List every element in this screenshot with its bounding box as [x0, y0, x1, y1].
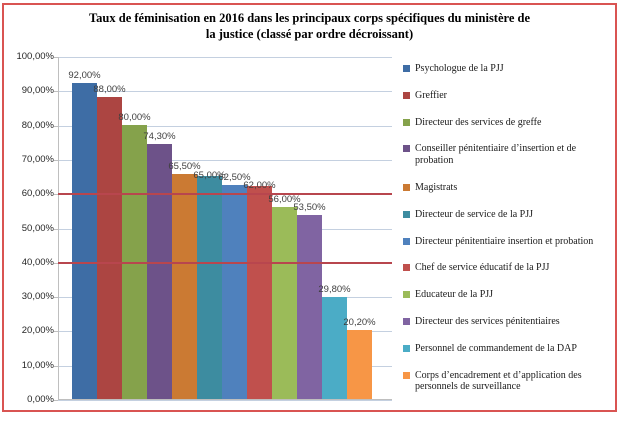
- bar-value-label: 20,20%: [343, 317, 376, 328]
- y-axis-tick-label: 70,00%: [21, 154, 54, 165]
- legend-swatch: [403, 91, 410, 99]
- reference-line: [58, 193, 392, 195]
- legend-item: Educateur de la PJJ: [403, 289, 614, 301]
- y-axis-tick-label: 40,00%: [21, 257, 54, 268]
- legend-item: Magistrats: [403, 182, 614, 194]
- y-axis-tick-mark: [54, 400, 58, 401]
- bar-value-label: 74,30%: [143, 131, 176, 142]
- legend-item: Directeur des services pénitentiaires: [403, 316, 614, 328]
- legend-swatch: [403, 210, 410, 218]
- legend-item-label: Psychologue de la PJJ: [415, 63, 504, 74]
- bar: [247, 186, 272, 399]
- bar: [222, 185, 247, 399]
- legend-item-label: Directeur de service de la PJJ: [415, 208, 534, 220]
- legend-item-label: Personnel de commandement de la DAP: [415, 342, 577, 354]
- y-axis-tick-label: 20,00%: [21, 325, 54, 336]
- y-axis-tick-label: 80,00%: [21, 120, 54, 131]
- y-axis-tick-label: 10,00%: [21, 360, 54, 371]
- legend-item: Chef de service éducatif de la PJJ: [403, 262, 614, 274]
- legend-item-label: Directeur des services de greffe: [415, 116, 542, 128]
- gridline: [58, 400, 392, 401]
- bar-value-label: 62,00%: [243, 180, 276, 191]
- legend-swatch: [403, 237, 410, 245]
- bar: [97, 97, 122, 399]
- bar: [297, 215, 322, 399]
- legend-swatch: [403, 317, 410, 325]
- legend-item: Conseiller pénitentiaire d’insertion et …: [403, 143, 614, 167]
- legend: Psychologue de la PJJ Greffier Directeur d…: [403, 63, 614, 393]
- y-axis-tick-mark: [54, 297, 58, 298]
- gridline: [58, 160, 392, 161]
- y-axis-tick-mark: [54, 229, 58, 230]
- bar: [322, 297, 347, 399]
- legend-item: Directeur de service de la PJJ: [403, 209, 614, 221]
- legend-item: Directeur pénitentiaire insertion et pro…: [403, 236, 614, 248]
- bar: [347, 330, 372, 399]
- legend-swatch: [403, 118, 410, 126]
- y-axis-tick-label: 0,00%: [27, 394, 54, 405]
- y-axis-tick-mark: [54, 126, 58, 127]
- legend-item-label: Corps d’encadrement et d’application des…: [415, 369, 582, 393]
- legend-item-label: Directeur pénitentiaire insertion et pro…: [415, 235, 594, 247]
- legend-item-label: Greffier: [415, 89, 448, 101]
- legend-swatch: [403, 371, 410, 379]
- legend-item-label: Conseiller pénitentiaire d’insertion et …: [415, 143, 577, 167]
- plot-area: 92,00% 88,00% 80,00% 74,30% 65,50% 65,00% 62,5…: [58, 57, 392, 401]
- chart-title-line1: Taux de féminisation en 2016 dans les pr…: [88, 11, 531, 25]
- y-axis-tick-mark: [54, 91, 58, 92]
- legend-swatch: [403, 145, 410, 153]
- reference-line: [58, 262, 392, 264]
- legend-swatch: [403, 344, 410, 352]
- y-axis-line: [58, 57, 59, 400]
- legend-swatch: [403, 183, 410, 191]
- legend-item: Psychologue de la PJJ: [403, 63, 614, 75]
- bar-value-label: 65,50%: [168, 161, 201, 172]
- bar: [172, 174, 197, 399]
- y-axis-tick-mark: [54, 263, 58, 264]
- y-axis-tick-label: 50,00%: [21, 223, 54, 234]
- legend-item: Personnel de commandement de la DAP: [403, 343, 614, 355]
- bar: [272, 207, 297, 399]
- bar-value-label: 65,00%: [193, 170, 226, 181]
- bar-value-label: 29,80%: [318, 284, 351, 295]
- legend-item: Corps d’encadrement et d’application des…: [403, 370, 614, 394]
- bar-value-label: 62,50%: [218, 172, 251, 183]
- bar: [147, 144, 172, 399]
- legend-swatch: [403, 65, 410, 72]
- bar-value-label: 56,00%: [268, 194, 301, 205]
- bar-value-label: 92,00%: [68, 70, 101, 81]
- chart-title: Taux de féminisation en 2016 dans les pr…: [6, 10, 613, 42]
- gridline: [58, 126, 392, 127]
- y-axis-tick-mark: [54, 331, 58, 332]
- chart-title-line2: la justice (classé par ordre décroissant…: [205, 27, 414, 41]
- y-axis-tick-mark: [54, 57, 58, 58]
- legend-item: Greffier: [403, 90, 614, 102]
- y-axis-tick-label: 100,00%: [16, 51, 54, 62]
- y-axis-tick-mark: [54, 194, 58, 195]
- legend-item-label: Magistrats: [415, 181, 458, 193]
- y-axis-tick-mark: [54, 160, 58, 161]
- legend-item: Directeur des services de greffe: [403, 117, 614, 129]
- legend-item-label: Directeur des services pénitentiaires: [415, 315, 560, 327]
- legend-item-label: Chef de service éducatif de la PJJ: [415, 262, 550, 274]
- gridline: [58, 91, 392, 92]
- y-axis-tick-label: 30,00%: [21, 291, 54, 302]
- legend-swatch: [403, 291, 410, 299]
- gridline: [58, 57, 392, 58]
- bar-value-label: 80,00%: [118, 112, 151, 123]
- bar-value-label: 53,50%: [293, 202, 326, 213]
- legend-item-label: Educateur de la PJJ: [415, 289, 494, 301]
- legend-swatch: [403, 264, 410, 272]
- y-axis-tick-label: 90,00%: [21, 85, 54, 96]
- bar-value-label: 88,00%: [93, 84, 126, 95]
- bar: [197, 176, 222, 399]
- y-axis-tick-label: 60,00%: [21, 188, 54, 199]
- y-axis-tick-mark: [54, 366, 58, 367]
- x-axis-line: [58, 399, 392, 400]
- bar: [72, 83, 97, 399]
